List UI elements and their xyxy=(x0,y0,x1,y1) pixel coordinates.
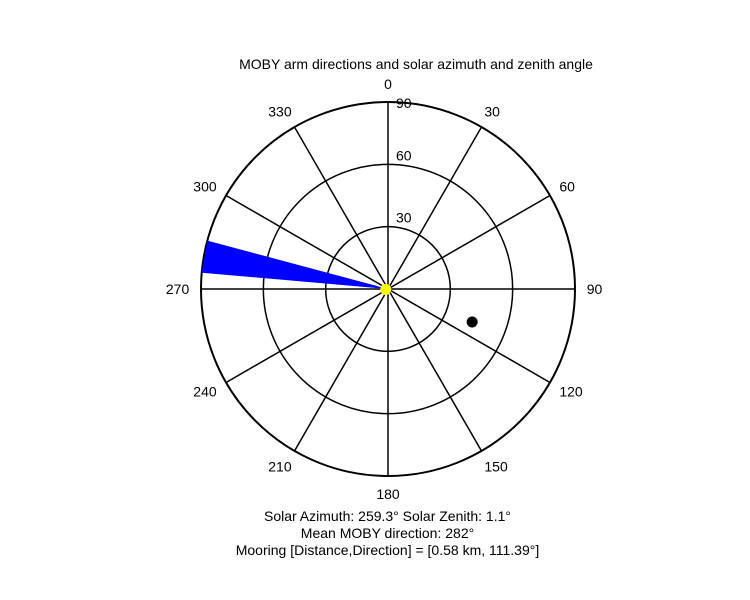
angle-label-60: 60 xyxy=(559,179,575,195)
moby-arm-wedge xyxy=(201,240,388,289)
angle-label-210: 210 xyxy=(268,458,292,474)
mooring-marker xyxy=(466,316,478,328)
radial-tick-labels: 30 60 90 xyxy=(396,95,412,226)
sun-marker xyxy=(380,283,392,295)
angle-label-240: 240 xyxy=(193,383,217,399)
angle-label-90: 90 xyxy=(587,281,603,297)
angle-tick-labels: 0 30 60 90 120 150 180 210 240 270 300 330 xyxy=(166,76,603,502)
angle-label-30: 30 xyxy=(484,104,500,120)
angle-label-300: 300 xyxy=(193,179,217,195)
angle-label-330: 330 xyxy=(268,104,292,120)
solar-info-line: Solar Azimuth: 259.3° Solar Zenith: 1.1° xyxy=(264,508,511,524)
radial-label-30: 30 xyxy=(396,210,412,226)
mooring-info-line: Mooring [Distance,Direction] = [0.58 km,… xyxy=(235,542,540,558)
radial-label-60: 60 xyxy=(396,147,412,163)
moby-direction-line: Mean MOBY direction: 282° xyxy=(300,525,475,541)
marker-layer xyxy=(380,283,478,328)
angle-label-150: 150 xyxy=(484,458,508,474)
arm-layer xyxy=(201,240,388,289)
chart-title: MOBY arm directions and solar azimuth an… xyxy=(239,56,593,72)
angle-label-120: 120 xyxy=(559,383,583,399)
angle-label-0: 0 xyxy=(384,76,392,92)
angle-label-270: 270 xyxy=(166,281,190,297)
angle-label-180: 180 xyxy=(376,486,400,502)
radial-label-90: 90 xyxy=(396,95,412,111)
